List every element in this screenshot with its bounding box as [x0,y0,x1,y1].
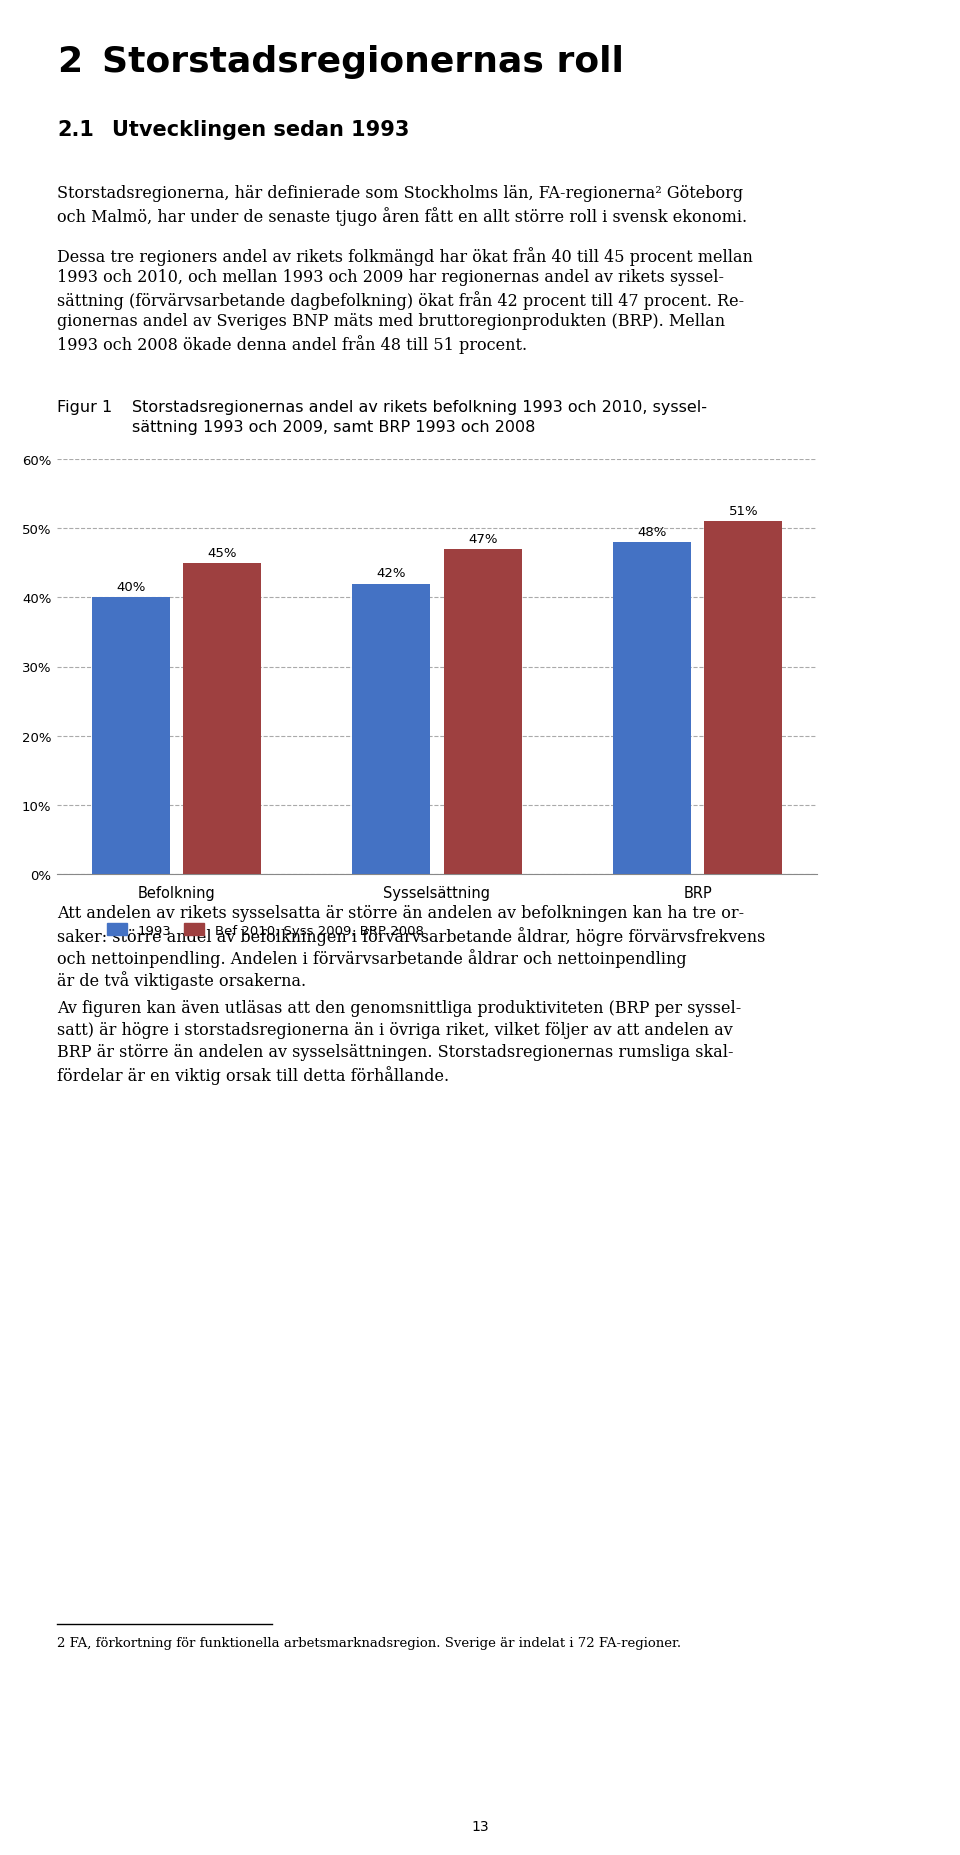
Legend: 1993, Bef 2010, Syss 2009, BRP 2008: 1993, Bef 2010, Syss 2009, BRP 2008 [102,918,429,942]
Text: Av figuren kan även utläsas att den genomsnittliga produktiviteten (BRP per syss: Av figuren kan även utläsas att den geno… [57,1000,741,1017]
Text: Storstadsregionernas roll: Storstadsregionernas roll [102,45,624,80]
Text: 1993 och 2010, och mellan 1993 och 2009 har regionernas andel av rikets syssel-: 1993 och 2010, och mellan 1993 och 2009 … [57,269,724,286]
Text: 13: 13 [471,1820,489,1833]
Text: 40%: 40% [116,581,145,594]
Text: 2.1: 2.1 [57,121,94,139]
Bar [352,584,430,874]
Text: är de två viktigaste orsakerna.: är de två viktigaste orsakerna. [57,970,306,989]
Text: 2 FA, förkortning för funktionella arbetsmarknadsregion. Sverige är indelat i 72: 2 FA, förkortning för funktionella arbet… [57,1636,682,1649]
Text: sättning 1993 och 2009, samt BRP 1993 och 2008: sättning 1993 och 2009, samt BRP 1993 oc… [132,419,536,434]
Text: Storstadsregionerna, här definierade som Stockholms län, FA-regionerna² Göteborg: Storstadsregionerna, här definierade som… [57,186,743,202]
Text: fördelar är en viktig orsak till detta förhållande.: fördelar är en viktig orsak till detta f… [57,1065,449,1085]
Text: 42%: 42% [376,568,406,581]
Text: sättning (förvärvsarbetande dagbefolkning) ökat från 42 procent till 47 procent.: sättning (förvärvsarbetande dagbefolknin… [57,291,744,310]
Bar [705,521,782,874]
Text: och Malmö, har under de senaste tjugo åren fått en allt större roll i svensk eko: och Malmö, har under de senaste tjugo år… [57,208,747,226]
Text: 47%: 47% [468,532,497,545]
Bar [182,564,261,874]
Text: Dessa tre regioners andel av rikets folkmängd har ökat från 40 till 45 procent m: Dessa tre regioners andel av rikets folk… [57,247,753,265]
Text: BRP är större än andelen av sysselsättningen. Storstadsregionernas rumsliga skal: BRP är större än andelen av sysselsättni… [57,1043,733,1061]
Bar [91,597,170,874]
Bar [444,549,521,874]
Text: Att andelen av rikets sysselsatta är större än andelen av befolkningen kan ha tr: Att andelen av rikets sysselsatta är stö… [57,905,744,922]
Text: satt) är högre i storstadsregionerna än i övriga riket, vilket följer av att and: satt) är högre i storstadsregionerna än … [57,1022,732,1039]
Text: 45%: 45% [207,547,237,560]
Text: Utvecklingen sedan 1993: Utvecklingen sedan 1993 [112,121,409,139]
Text: 51%: 51% [729,505,758,518]
Text: gionernas andel av Sveriges BNP mäts med bruttoregionprodukten (BRP). Mellan: gionernas andel av Sveriges BNP mäts med… [57,313,725,330]
Text: och nettoinpendling. Andelen i förvärvsarbetande åldrar och nettoinpendling: och nettoinpendling. Andelen i förvärvsa… [57,948,686,968]
Text: 1993 och 2008 ökade denna andel från 48 till 51 procent.: 1993 och 2008 ökade denna andel från 48 … [57,334,527,354]
Text: 48%: 48% [637,525,667,538]
Bar [613,544,691,874]
Text: 2: 2 [57,45,83,80]
Text: saker: större andel av befolkningen i förvärvsarbetande åldrar, högre förvärvsfr: saker: större andel av befolkningen i fö… [57,926,765,946]
Text: Storstadsregionernas andel av rikets befolkning 1993 och 2010, syssel-: Storstadsregionernas andel av rikets bef… [132,401,707,416]
Text: Figur 1: Figur 1 [57,401,112,416]
